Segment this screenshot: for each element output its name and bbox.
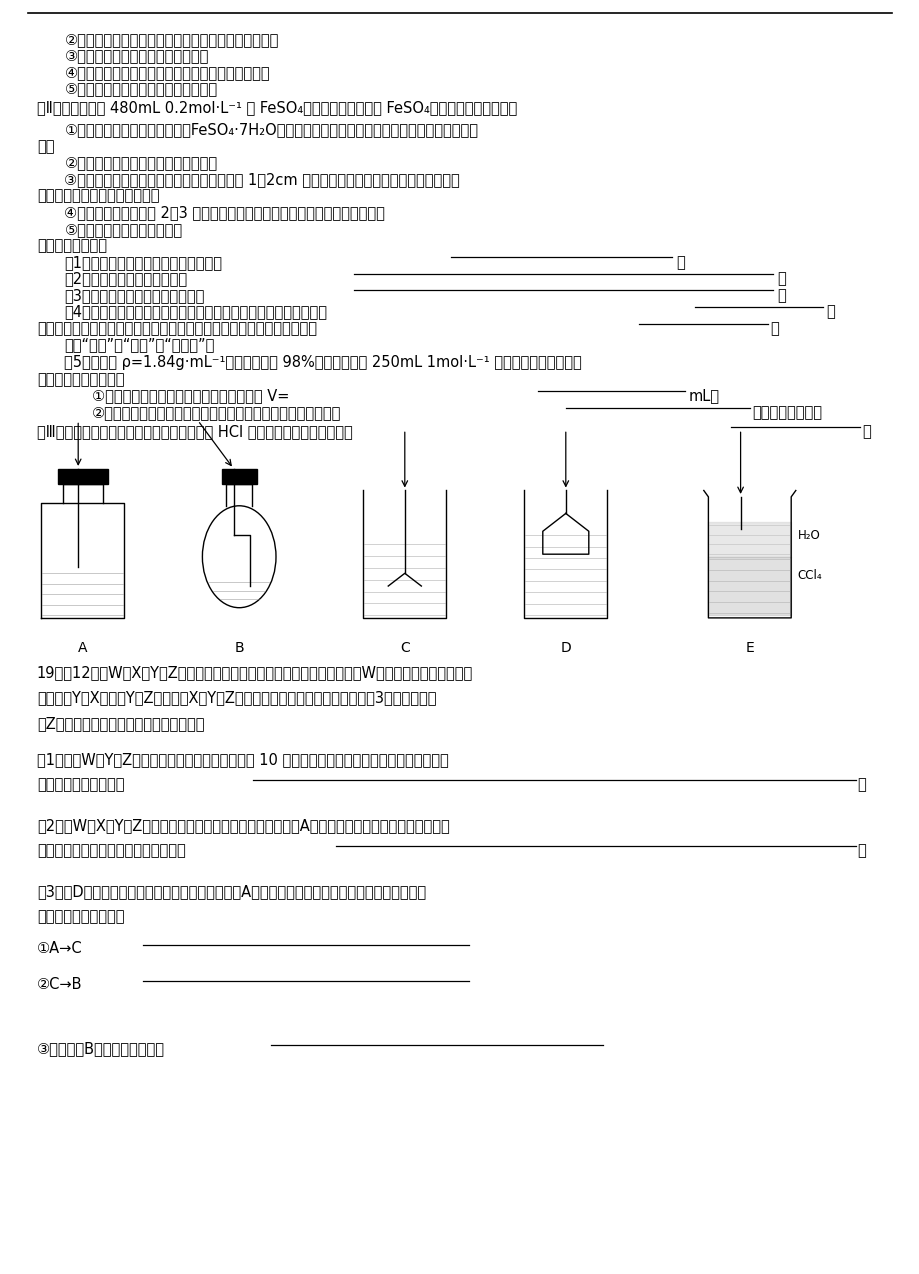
Text: （1）用托盘天平称取的绻矾的质量为：: （1）用托盘天平称取的绻矾的质量为： xyxy=(64,255,222,270)
Text: A: A xyxy=(78,641,87,655)
Text: ②把得到的溶液小心的注入某仪器中；: ②把得到的溶液小心的注入某仪器中； xyxy=(64,155,217,171)
Text: 下列转化的离子方程式: 下列转化的离子方程式 xyxy=(37,910,124,925)
Text: 。: 。 xyxy=(861,424,870,440)
Text: 请填写下列空白：: 请填写下列空白： xyxy=(37,238,107,254)
Text: （3）本次实验用到的玻璃仪器有：: （3）本次实验用到的玻璃仪器有： xyxy=(64,288,205,303)
Text: （2）上述操作的正确顺序为：: （2）上述操作的正确顺序为： xyxy=(64,271,187,287)
Text: ③写出检验B中阳离子的方法：: ③写出检验B中阳离子的方法： xyxy=(37,1041,165,1056)
Text: ④氯氧化钓溶液贯存在带磨口玻璃塞的玻璃试剂瓶中: ④氯氧化钓溶液贯存在带磨口玻璃塞的玻璃试剂瓶中 xyxy=(64,65,270,80)
Text: D: D xyxy=(560,641,571,655)
Text: ②C→B: ②C→B xyxy=(37,977,82,992)
Text: ⑤在实验室少量的金属钓保存在煤油中: ⑤在实验室少量的金属钓保存在煤油中 xyxy=(64,82,217,97)
Text: （填“偏高”、“偏低”或“无影响”）: （填“偏高”、“偏低”或“无影响”） xyxy=(64,338,214,353)
Text: 加蒸馏水时不慎超过了刻度线后倒出部偦溶液，使液面与刻度线相切，会: 加蒸馏水时不慎超过了刻度线后倒出部偦溶液，使液面与刻度线相切，会 xyxy=(37,321,316,336)
Text: （1）已知W、Y、Z三种元素两两组合，可组成多种 10 电子微粒，写出其中两种离子发生反应生成: （1）已知W、Y、Z三种元素两两组合，可组成多种 10 电子微粒，写出其中两种离… xyxy=(37,752,448,767)
Text: 。: 。 xyxy=(769,321,778,336)
Text: 有中子；Y与X相邻，Y与Z也相邻；X、Y、Z三种元素原子的最外层电子数之和为3的整数倍；元: 有中子；Y与X相邻，Y与Z也相邻；X、Y、Z三种元素原子的最外层电子数之和为3的… xyxy=(37,691,436,706)
Text: （5）用密度 ρ=1.84g·mL⁻¹，质量分数为 98%的浓确酸配制 250mL 1mol·L⁻¹ 的稀确酸与上述配制溶: （5）用密度 ρ=1.84g·mL⁻¹，质量分数为 98%的浓确酸配制 250m… xyxy=(64,355,582,371)
Text: 解；: 解； xyxy=(37,139,54,154)
Text: 液的步骤上的差别有：: 液的步骤上的差别有： xyxy=(37,372,124,387)
Text: ；: ； xyxy=(825,304,834,320)
Text: ②浓确酸贯存在带有橡胶塞的棕色瓶中，贯存在阴凉处: ②浓确酸贯存在带有橡胶塞的棕色瓶中，贯存在阴凉处 xyxy=(64,32,278,47)
Text: ；: ； xyxy=(857,843,866,859)
Text: ①计算：理论上应用量筒量取浓确酸的体积 V=: ①计算：理论上应用量筒量取浓确酸的体积 V= xyxy=(92,389,289,404)
Text: ；: ； xyxy=(777,271,786,287)
Text: 质发生反应，写出该反应的化学方程式: 质发生反应，写出该反应的化学方程式 xyxy=(37,843,186,859)
Text: （3）若D为生活中应用最广泛的黑色金属单质，与A的稀溶液能发生右图所示的转化关系，请写出: （3）若D为生活中应用最广泛的黑色金属单质，与A的稀溶液能发生右图所示的转化关系… xyxy=(37,884,425,899)
Text: ②量取：由于量筒是一种粗略的量具，如想精确量取，必需选用: ②量取：由于量筒是一种粗略的量具，如想精确量取，必需选用 xyxy=(92,405,341,420)
Text: 凹液面恰好与刻度线相切为止；: 凹液面恰好与刻度线相切为止； xyxy=(37,189,159,204)
Text: （Ⅱ）实验室需要 480mL 0.2mol·L⁻¹ 的 FeSO₄溶液做实验，在配制 FeSO₄溶液时的操作步骤为：: （Ⅱ）实验室需要 480mL 0.2mol·L⁻¹ 的 FeSO₄溶液做实验，在… xyxy=(37,101,516,116)
Text: ③继续向某仪器中滴加蒸馏水至液面距刻度线 1～2cm 处时，改用某仪器小心滴加，直到溶液的: ③继续向某仪器中滴加蒸馏水至液面距刻度线 1～2cm 处时，改用某仪器小心滴加，… xyxy=(64,172,460,187)
Text: （Ⅲ）下图各种尾气吸收装置中，适合于吸收 HCl 气体，而且能防止倒吸的有: （Ⅲ）下图各种尾气吸收装置中，适合于吸收 HCl 气体，而且能防止倒吸的有 xyxy=(37,424,352,440)
FancyBboxPatch shape xyxy=(58,469,108,484)
Text: （填仪器名称）。: （填仪器名称）。 xyxy=(752,405,822,420)
Text: （2）由W、X、Y、Z四种元素中的三种元素组成的某种化合物A，其浓溶液可与剩余的一种元素的单: （2）由W、X、Y、Z四种元素中的三种元素组成的某种化合物A，其浓溶液可与剩余的… xyxy=(37,818,449,833)
Text: ①用天平称取一定质量的绻矾（FeSO₄·7H₂O），把它放在某仪器中，用适量的蒸馏水使其完全溶: ①用天平称取一定质量的绻矾（FeSO₄·7H₂O），把它放在某仪器中，用适量的蒸… xyxy=(64,122,478,138)
Text: CCl₄: CCl₄ xyxy=(797,569,822,582)
Text: ；: ； xyxy=(857,777,866,792)
Text: ①A→C: ①A→C xyxy=(37,941,83,957)
Text: ，: ， xyxy=(777,288,786,303)
Text: 素Z在地壳中含量最高。试回答下列各题：: 素Z在地壳中含量最高。试回答下列各题： xyxy=(37,716,204,731)
Text: E: E xyxy=(744,641,754,655)
Text: H₂O: H₂O xyxy=(797,529,820,541)
Text: ；: ； xyxy=(675,255,685,270)
Text: 19．（12分）W、X、Y、Z是原子序数依次增大的四种短周期元素，已知：W的一种原子的原子核中没: 19．（12分）W、X、Y、Z是原子序数依次增大的四种短周期元素，已知：W的一种… xyxy=(37,665,472,680)
Text: ⑤将某仪器塞好，充分摇匀。: ⑤将某仪器塞好，充分摇匀。 xyxy=(64,222,182,237)
Text: （4）在观察液面定容时，若俰视刻度线，会使所配制的溶液的浓度: （4）在观察液面定容时，若俰视刻度线，会使所配制的溶液的浓度 xyxy=(64,304,327,320)
FancyBboxPatch shape xyxy=(221,469,256,484)
Text: C: C xyxy=(400,641,409,655)
Text: 两种分子的离子方程式: 两种分子的离子方程式 xyxy=(37,777,124,792)
Text: ④用蒸馏水洗涤某仪器 2～3 次，每次的洗涤液都转入某仪器中，并轻轻摇匀；: ④用蒸馏水洗涤某仪器 2～3 次，每次的洗涤液都转入某仪器中，并轻轻摇匀； xyxy=(64,205,385,220)
Text: B: B xyxy=(234,641,244,655)
Text: mL；: mL； xyxy=(687,389,719,404)
Text: ③少量液渴可用水封存，防止渴挥发: ③少量液渴可用水封存，防止渴挥发 xyxy=(64,48,209,64)
